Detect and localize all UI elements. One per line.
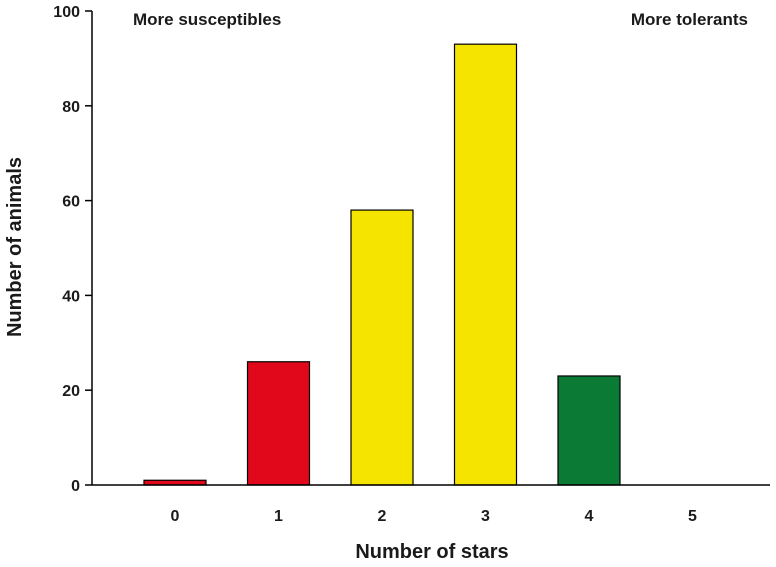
y-tick-label: 60 bbox=[62, 194, 80, 211]
y-axis-ticks: 0 20 40 60 80 100 bbox=[53, 4, 92, 495]
x-axis-ticks: 0 1 2 3 4 5 bbox=[171, 508, 698, 525]
annotation-more-tolerants: More tolerants bbox=[631, 10, 748, 29]
x-tick-label: 5 bbox=[688, 508, 697, 525]
bar-stars-1 bbox=[246, 361, 311, 486]
y-tick-label: 100 bbox=[53, 4, 80, 21]
x-axis-title: Number of stars bbox=[355, 541, 508, 563]
y-tick-label: 80 bbox=[62, 99, 80, 116]
bar-stars-3 bbox=[453, 43, 518, 486]
y-axis-title: Number of animals bbox=[4, 157, 26, 337]
bar-stars-4 bbox=[557, 375, 621, 486]
y-tick-label: 0 bbox=[71, 478, 80, 495]
x-tick-label: 2 bbox=[378, 508, 387, 525]
bar-stars-2 bbox=[350, 209, 414, 486]
bars bbox=[143, 43, 621, 486]
x-tick-label: 0 bbox=[171, 508, 180, 525]
y-tick-label: 20 bbox=[62, 383, 80, 400]
x-tick-label: 1 bbox=[274, 508, 283, 525]
x-tick-label: 3 bbox=[481, 508, 490, 525]
y-tick-label: 40 bbox=[62, 288, 80, 305]
annotation-more-susceptibles: More susceptibles bbox=[133, 10, 281, 29]
x-tick-label: 4 bbox=[585, 508, 594, 525]
